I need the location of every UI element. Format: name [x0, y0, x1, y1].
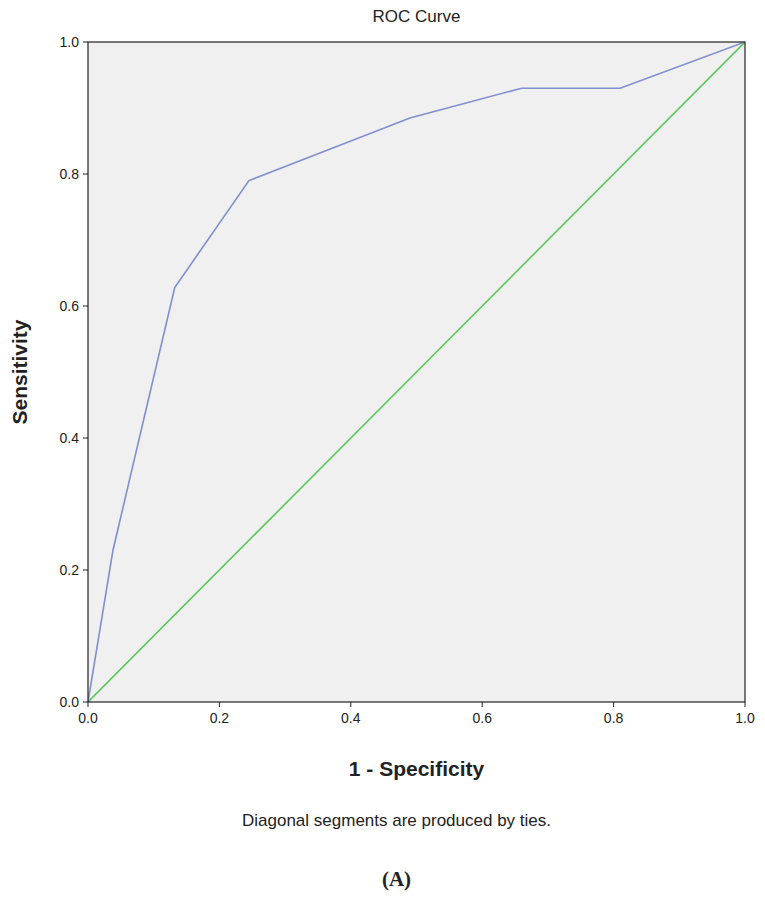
series-line: [88, 42, 745, 702]
y-tick: [83, 438, 88, 439]
y-tick-label: 0.2: [60, 562, 80, 578]
series-line: [88, 42, 745, 702]
x-tick-label: 0.6: [472, 710, 492, 726]
x-tick: [350, 702, 351, 707]
y-tick-label: 1.0: [60, 34, 80, 50]
y-axis-label: Sensitivity: [8, 319, 31, 424]
y-tick-label: 0.0: [60, 694, 80, 710]
plot-frame: [88, 42, 745, 702]
x-tick: [613, 702, 614, 707]
caption: (A): [382, 867, 411, 891]
y-tick: [83, 306, 88, 307]
chart-svg: ROC Curve 0.0 0.2 0.4 0.6 0.8 1.0 0.0 0.2 0.4 0.6 0…: [0, 0, 765, 902]
title: ROC Curve: [373, 7, 461, 26]
x-tick: [482, 702, 483, 707]
x-tick-label: 1.0: [735, 710, 755, 726]
y-tick-label: 0.8: [60, 166, 80, 182]
x-tick: [745, 702, 746, 707]
footnote: Diagonal segments are produced by ties.: [242, 811, 551, 830]
y-tick: [83, 42, 88, 43]
y-tick: [83, 570, 88, 571]
y-tick-label: 0.4: [60, 430, 80, 446]
y-tick-label: 0.6: [60, 298, 80, 314]
y-tick: [83, 174, 88, 175]
plot-area: [88, 42, 745, 702]
x-tick-label: 0.8: [604, 710, 624, 726]
y-tick: [83, 702, 88, 703]
chart-container: ROC Curve 0.0 0.2 0.4 0.6 0.8 1.0 0.0 0.2 0.4 0.6 0…: [0, 0, 765, 902]
x-tick-label: 0.2: [210, 710, 230, 726]
x-tick-label: 0.0: [78, 710, 98, 726]
x-axis-label: 1 - Specificity: [349, 757, 485, 780]
series-group: [88, 42, 745, 702]
x-tick: [219, 702, 220, 707]
x-tick-label: 0.4: [341, 710, 361, 726]
x-tick: [88, 702, 89, 707]
